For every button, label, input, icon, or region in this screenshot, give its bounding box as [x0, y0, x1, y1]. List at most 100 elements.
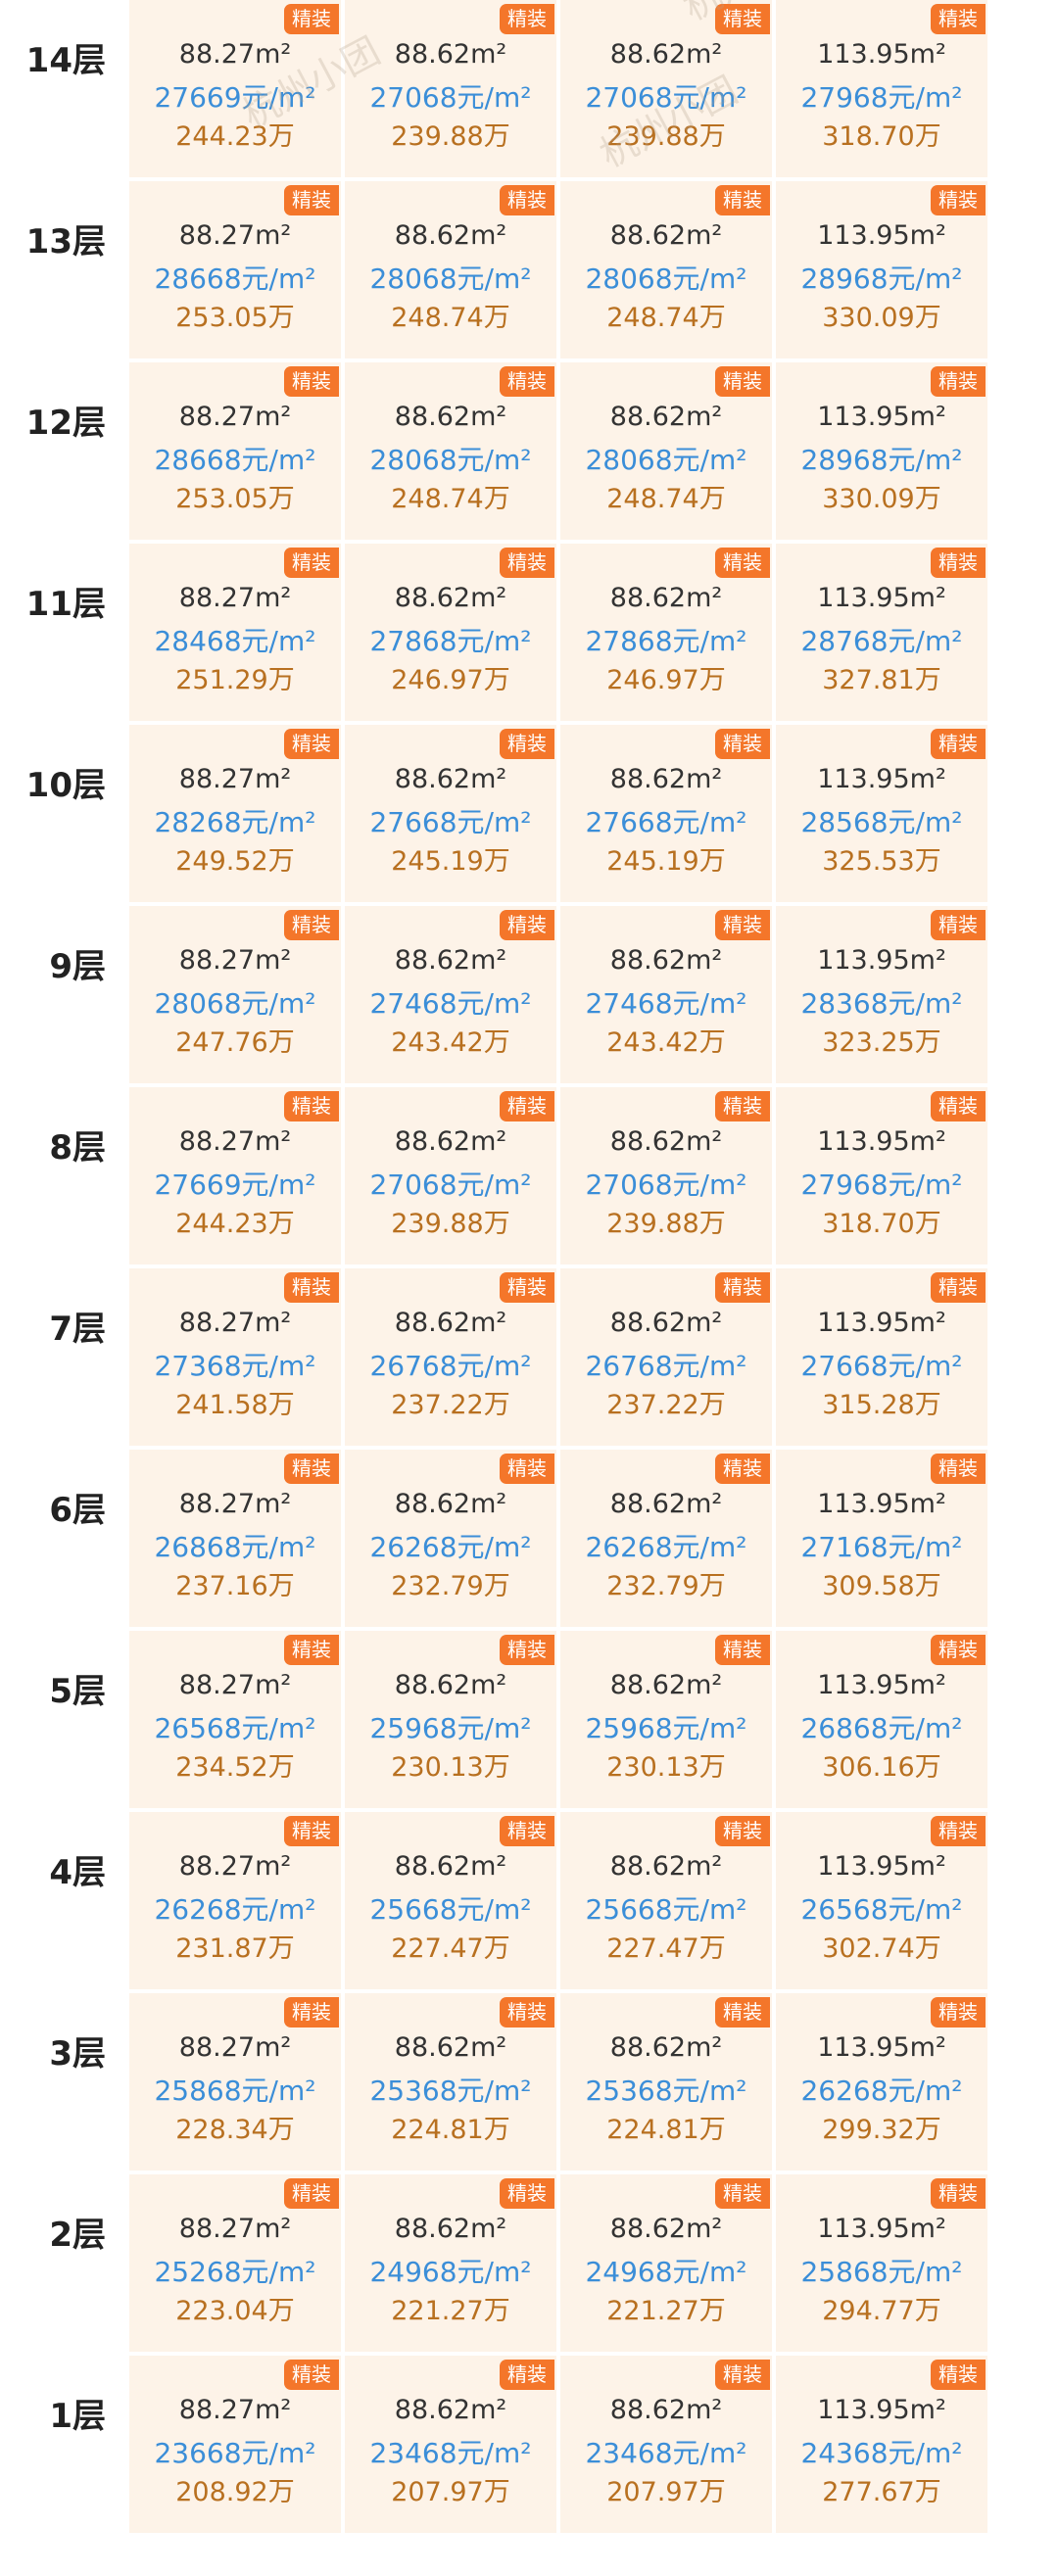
unit-cell[interactable]: 精装 113.95m² 27168元/m² 309.58万: [776, 1450, 987, 1627]
unit-cell[interactable]: 精装 88.27m² 25868元/m² 228.34万: [129, 1993, 341, 2171]
unit-price: 26268元/m²: [585, 1531, 747, 1563]
unit-cell[interactable]: 精装 88.62m² 23468元/m² 207.97万: [345, 2356, 556, 2533]
total-price: 249.52万: [175, 846, 295, 877]
unit-cell[interactable]: 精装 88.62m² 25668元/m² 227.47万: [560, 1812, 772, 1989]
unit-cell[interactable]: 精装 88.27m² 26268元/m² 231.87万: [129, 1812, 341, 1989]
unit-cell[interactable]: 精装 88.27m² 28068元/m² 247.76万: [129, 906, 341, 1083]
unit-area: 88.27m²: [178, 583, 292, 613]
unit-cell[interactable]: 精装 88.62m² 27068元/m² 239.88万: [345, 1087, 556, 1264]
finish-badge: 精装: [931, 2178, 986, 2209]
unit-cell[interactable]: 精装 88.62m² 26768元/m² 237.22万: [345, 1268, 556, 1446]
unit-price: 27468元/m²: [369, 987, 532, 1020]
unit-area: 88.62m²: [609, 39, 723, 70]
unit-area: 88.62m²: [609, 2214, 723, 2244]
unit-area: 113.95m²: [817, 220, 946, 251]
unit-area: 88.62m²: [394, 764, 507, 794]
unit-cell[interactable]: 精装 88.27m² 27368元/m² 241.58万: [129, 1268, 341, 1446]
unit-cell[interactable]: 精装 88.62m² 27668元/m² 245.19万: [345, 725, 556, 902]
unit-cell[interactable]: 精装 88.27m² 26568元/m² 234.52万: [129, 1631, 341, 1808]
unit-cell[interactable]: 精装 88.27m² 28668元/m² 253.05万: [129, 181, 341, 358]
unit-price: 27668元/m²: [369, 806, 532, 838]
unit-cell[interactable]: 精装 88.27m² 25268元/m² 223.04万: [129, 2174, 341, 2352]
unit-price: 27968元/m²: [800, 81, 963, 114]
unit-cell[interactable]: 精装 88.62m² 28068元/m² 248.74万: [345, 181, 556, 358]
floor-label: 14层: [25, 41, 106, 80]
unit-cell[interactable]: 精装 88.27m² 27669元/m² 244.23万: [129, 1087, 341, 1264]
unit-cell[interactable]: 精装 113.95m² 26268元/m² 299.32万: [776, 1993, 987, 2171]
unit-cell[interactable]: 精装 88.27m² 27669元/m² 244.23万: [129, 0, 341, 177]
unit-area: 88.62m²: [394, 1670, 507, 1700]
unit-cell[interactable]: 精装 88.27m² 28268元/m² 249.52万: [129, 725, 341, 902]
total-price: 230.13万: [391, 1752, 510, 1783]
unit-cell[interactable]: 精装 88.62m² 27468元/m² 243.42万: [560, 906, 772, 1083]
unit-cell[interactable]: 精装 113.95m² 28768元/m² 327.81万: [776, 544, 987, 721]
unit-cell[interactable]: 精装 113.95m² 24368元/m² 277.67万: [776, 2356, 987, 2533]
unit-cell[interactable]: 精装 88.62m² 24968元/m² 221.27万: [345, 2174, 556, 2352]
unit-cell[interactable]: 精装 88.62m² 27668元/m² 245.19万: [560, 725, 772, 902]
unit-cell[interactable]: 精装 88.62m² 25368元/m² 224.81万: [345, 1993, 556, 2171]
unit-cell[interactable]: 精装 88.62m² 24968元/m² 221.27万: [560, 2174, 772, 2352]
unit-area: 88.27m²: [178, 402, 292, 432]
unit-cell[interactable]: 精装 113.95m² 28568元/m² 325.53万: [776, 725, 987, 902]
unit-area: 88.62m²: [394, 1126, 507, 1157]
unit-cell[interactable]: 精装 113.95m² 27668元/m² 315.28万: [776, 1268, 987, 1446]
unit-area: 88.62m²: [394, 220, 507, 251]
unit-area: 88.27m²: [178, 945, 292, 976]
unit-cell[interactable]: 精装 113.95m² 28968元/m² 330.09万: [776, 362, 987, 540]
unit-cell[interactable]: 精装 88.27m² 23668元/m² 208.92万: [129, 2356, 341, 2533]
unit-cell[interactable]: 精装 88.27m² 28668元/m² 253.05万: [129, 362, 341, 540]
unit-cell[interactable]: 精装 88.62m² 25668元/m² 227.47万: [345, 1812, 556, 1989]
unit-area: 88.62m²: [609, 402, 723, 432]
unit-cell[interactable]: 精装 88.62m² 26268元/m² 232.79万: [560, 1450, 772, 1627]
total-price: 246.97万: [391, 665, 510, 695]
total-price: 237.16万: [175, 1571, 295, 1601]
unit-cell[interactable]: 精装 88.62m² 26268元/m² 232.79万: [345, 1450, 556, 1627]
unit-area: 88.27m²: [178, 2032, 292, 2063]
finish-badge: 精装: [284, 1816, 339, 1846]
unit-cell[interactable]: 精装 88.62m² 28068元/m² 248.74万: [560, 362, 772, 540]
unit-cell[interactable]: 精装 88.62m² 26768元/m² 237.22万: [560, 1268, 772, 1446]
unit-cell[interactable]: 精装 113.95m² 25868元/m² 294.77万: [776, 2174, 987, 2352]
unit-cell[interactable]: 精装 88.62m² 27068元/m² 239.88万: [560, 0, 772, 177]
unit-cell[interactable]: 精装 113.95m² 28968元/m² 330.09万: [776, 181, 987, 358]
unit-cell[interactable]: 精装 88.62m² 27468元/m² 243.42万: [345, 906, 556, 1083]
total-price: 221.27万: [606, 2296, 726, 2326]
unit-cell[interactable]: 精装 88.62m² 25968元/m² 230.13万: [345, 1631, 556, 1808]
total-price: 330.09万: [822, 303, 941, 333]
unit-cell[interactable]: 精装 113.95m² 27968元/m² 318.70万: [776, 0, 987, 177]
unit-cell[interactable]: 精装 88.62m² 25368元/m² 224.81万: [560, 1993, 772, 2171]
unit-area: 113.95m²: [817, 1308, 946, 1338]
total-price: 237.22万: [391, 1390, 510, 1420]
unit-cell[interactable]: 精装 88.27m² 26868元/m² 237.16万: [129, 1450, 341, 1627]
floor-label: 9层: [49, 947, 106, 986]
unit-cell[interactable]: 精装 88.62m² 27068元/m² 239.88万: [560, 1087, 772, 1264]
finish-badge: 精装: [500, 1997, 554, 2027]
unit-area: 88.27m²: [178, 1851, 292, 1882]
floor-row: 14层 精装 88.27m² 27669元/m² 244.23万 精装 88.62m² 270…: [0, 0, 1058, 181]
unit-cell[interactable]: 精装 88.62m² 25968元/m² 230.13万: [560, 1631, 772, 1808]
unit-cell[interactable]: 精装 113.95m² 26868元/m² 306.16万: [776, 1631, 987, 1808]
unit-cell[interactable]: 精装 88.62m² 23468元/m² 207.97万: [560, 2356, 772, 2533]
total-price: 231.87万: [175, 1933, 295, 1964]
unit-cell[interactable]: 精装 113.95m² 27968元/m² 318.70万: [776, 1087, 987, 1264]
unit-cell[interactable]: 精装 88.62m² 28068元/m² 248.74万: [345, 362, 556, 540]
unit-cell[interactable]: 精装 88.62m² 27868元/m² 246.97万: [345, 544, 556, 721]
finish-badge: 精装: [500, 185, 554, 215]
finish-badge: 精装: [500, 4, 554, 34]
unit-cell[interactable]: 精装 88.27m² 28468元/m² 251.29万: [129, 544, 341, 721]
floor-label: 10层: [25, 766, 106, 805]
finish-badge: 精装: [284, 548, 339, 578]
floor-label: 1层: [49, 2397, 106, 2436]
unit-price: 27468元/m²: [585, 987, 747, 1020]
floor-row: 13层 精装 88.27m² 28668元/m² 253.05万 精装 88.62m² 280…: [0, 181, 1058, 362]
unit-cell[interactable]: 精装 88.62m² 27868元/m² 246.97万: [560, 544, 772, 721]
unit-cell[interactable]: 精装 113.95m² 26568元/m² 302.74万: [776, 1812, 987, 1989]
unit-cell[interactable]: 精装 88.62m² 27068元/m² 239.88万: [345, 0, 556, 177]
unit-cell[interactable]: 精装 113.95m² 28368元/m² 323.25万: [776, 906, 987, 1083]
finish-badge: 精装: [715, 1272, 770, 1303]
total-price: 244.23万: [175, 121, 295, 152]
unit-area: 88.62m²: [609, 583, 723, 613]
unit-cell[interactable]: 精装 88.62m² 28068元/m² 248.74万: [560, 181, 772, 358]
unit-price: 27868元/m²: [585, 625, 747, 657]
finish-badge: 精装: [931, 185, 986, 215]
